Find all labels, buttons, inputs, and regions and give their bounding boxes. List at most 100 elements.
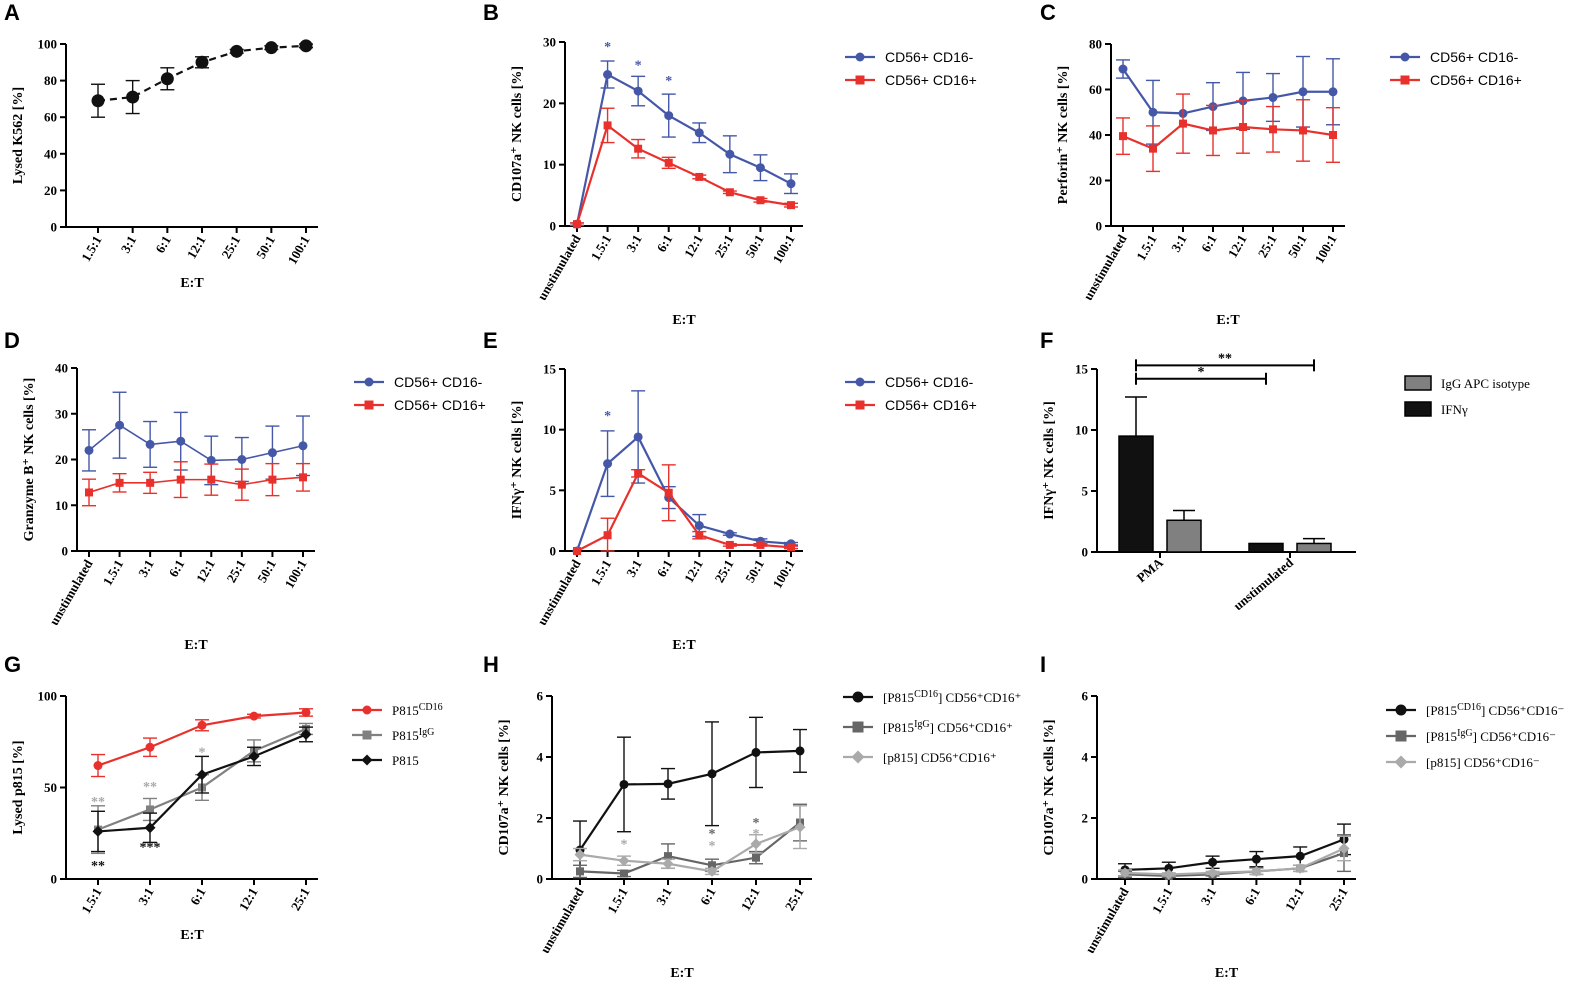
y-tick-label: 0 — [62, 544, 69, 559]
legend-label: CD56+ CD16+ — [885, 72, 977, 88]
y-tick-label: 5 — [1082, 484, 1089, 499]
y-axis-title: IFNγ⁺ NK cells [%] — [510, 401, 525, 520]
legend-label: IgG APC isotype — [1441, 376, 1530, 391]
x-tick-label: 25:1 — [1326, 885, 1351, 913]
x-tick-label: 1.5:1 — [1149, 885, 1176, 916]
legend-marker — [1395, 730, 1407, 742]
x-tick-label: 1.5:1 — [78, 233, 105, 264]
panel-letter: G — [4, 652, 21, 677]
data-point — [706, 865, 718, 877]
x-tick-label: 1.5:1 — [100, 557, 127, 588]
legend-marker — [1395, 704, 1407, 716]
data-point — [662, 858, 674, 870]
data-point — [1179, 119, 1187, 128]
data-point — [301, 707, 311, 717]
legend: CD56+ CD16- CD56+ CD16+ — [845, 374, 977, 413]
significance-label: ** — [143, 780, 157, 795]
data-point — [1338, 843, 1350, 854]
data-point — [267, 448, 277, 458]
y-axis-title: Lysed K562 [%] — [11, 87, 26, 184]
y-tick-label: 0 — [550, 544, 557, 559]
panel-g: 0 50 100 Lysed p815 [%] 1.5:1 3:1 6:1 12:1 25:1 E… — [4, 652, 443, 943]
x-tick-label: 12:1 — [1225, 232, 1250, 260]
y-tick-label: 15 — [1075, 362, 1089, 377]
data-point — [603, 459, 613, 469]
legend-marker — [361, 754, 373, 766]
significance-label: * — [709, 839, 716, 854]
legend-label: CD56+ CD16- — [1430, 49, 1519, 65]
data-point — [664, 852, 672, 861]
data-point — [264, 41, 278, 55]
series-line — [575, 435, 792, 552]
x-tick-label: 1.5:1 — [604, 885, 631, 916]
legend: [P815CD16] CD56⁺CD16⁻ [P815IgG] CD56⁺CD16… — [1386, 702, 1564, 770]
data-point — [1118, 64, 1128, 74]
data-point — [298, 441, 308, 451]
x-axis-title: E:T — [1216, 313, 1240, 328]
legend-label: CD56+ CD16+ — [1430, 72, 1522, 88]
data-point — [237, 480, 246, 489]
x-tick-label: 100:1 — [1311, 232, 1339, 266]
y-axis-title: Lysed p815 [%] — [11, 740, 26, 834]
x-tick-label: 100:1 — [281, 557, 309, 591]
data-point — [207, 475, 216, 484]
data-point — [146, 478, 155, 487]
significance-label: * — [753, 816, 760, 831]
data-point — [93, 761, 103, 771]
y-tick-label: 40 — [1089, 128, 1102, 143]
data-point — [1268, 92, 1278, 102]
legend-marker — [1400, 75, 1410, 85]
y-tick-label: 30 — [55, 406, 68, 421]
legend-label: CD56+ CD16- — [885, 374, 974, 390]
data-point — [176, 436, 186, 446]
panel-letter: C — [1040, 0, 1056, 25]
series-0 — [570, 60, 798, 229]
legend: [P815CD16] CD56⁺CD16⁺ [P815IgG] CD56⁺CD16… — [843, 689, 1021, 765]
series-0 — [573, 716, 807, 880]
y-tick-label: 0 — [537, 872, 544, 887]
y-axis-title: CD107a⁺ NK cells [%] — [497, 719, 512, 855]
series-line — [576, 471, 792, 552]
legend-marker — [851, 750, 865, 764]
data-point — [1299, 126, 1307, 135]
data-point — [695, 172, 704, 181]
legend-marker — [855, 377, 865, 387]
data-point — [145, 742, 155, 752]
y-tick-label: 0 — [1082, 872, 1089, 887]
series-line — [1122, 122, 1334, 150]
data-point — [573, 547, 581, 555]
y-axis-title: Granzyme B⁺ NK cells [%] — [22, 378, 37, 542]
legend-label: [p815] CD56⁺CD16⁻ — [1426, 755, 1540, 770]
data-point — [160, 72, 174, 86]
data-point — [1298, 87, 1308, 97]
legend-label: P815 — [392, 753, 419, 768]
data-point — [751, 747, 761, 757]
data-point — [634, 469, 643, 478]
y-tick-label: 100 — [38, 689, 58, 704]
series-2 — [573, 805, 807, 877]
data-point — [750, 838, 762, 850]
x-tick-label: 12:1 — [193, 557, 218, 585]
y-tick-label: 6 — [1082, 689, 1089, 704]
panel-c: 0 20 40 60 80 Perforin⁺ NK cells [%] unstimula… — [1040, 0, 1522, 328]
data-point — [663, 779, 673, 789]
data-point — [1164, 863, 1174, 873]
panel-letter: B — [483, 0, 499, 25]
series-0 — [91, 39, 313, 118]
data-point — [299, 473, 307, 482]
data-point — [1163, 868, 1175, 880]
data-point — [1149, 144, 1157, 153]
panel-letter: I — [1040, 652, 1046, 677]
y-tick-label: 80 — [1089, 37, 1102, 52]
data-point — [1119, 132, 1127, 141]
data-point — [91, 94, 105, 108]
series-2 — [1118, 835, 1351, 880]
x-tick-label: 12:1 — [1282, 885, 1307, 913]
data-point — [633, 86, 643, 96]
data-point — [576, 867, 584, 876]
data-point — [707, 769, 717, 779]
data-point — [249, 711, 259, 721]
y-tick-label: 0 — [550, 219, 557, 234]
significance-label: ** — [91, 795, 105, 810]
x-tick-label: 12:1 — [184, 233, 209, 261]
